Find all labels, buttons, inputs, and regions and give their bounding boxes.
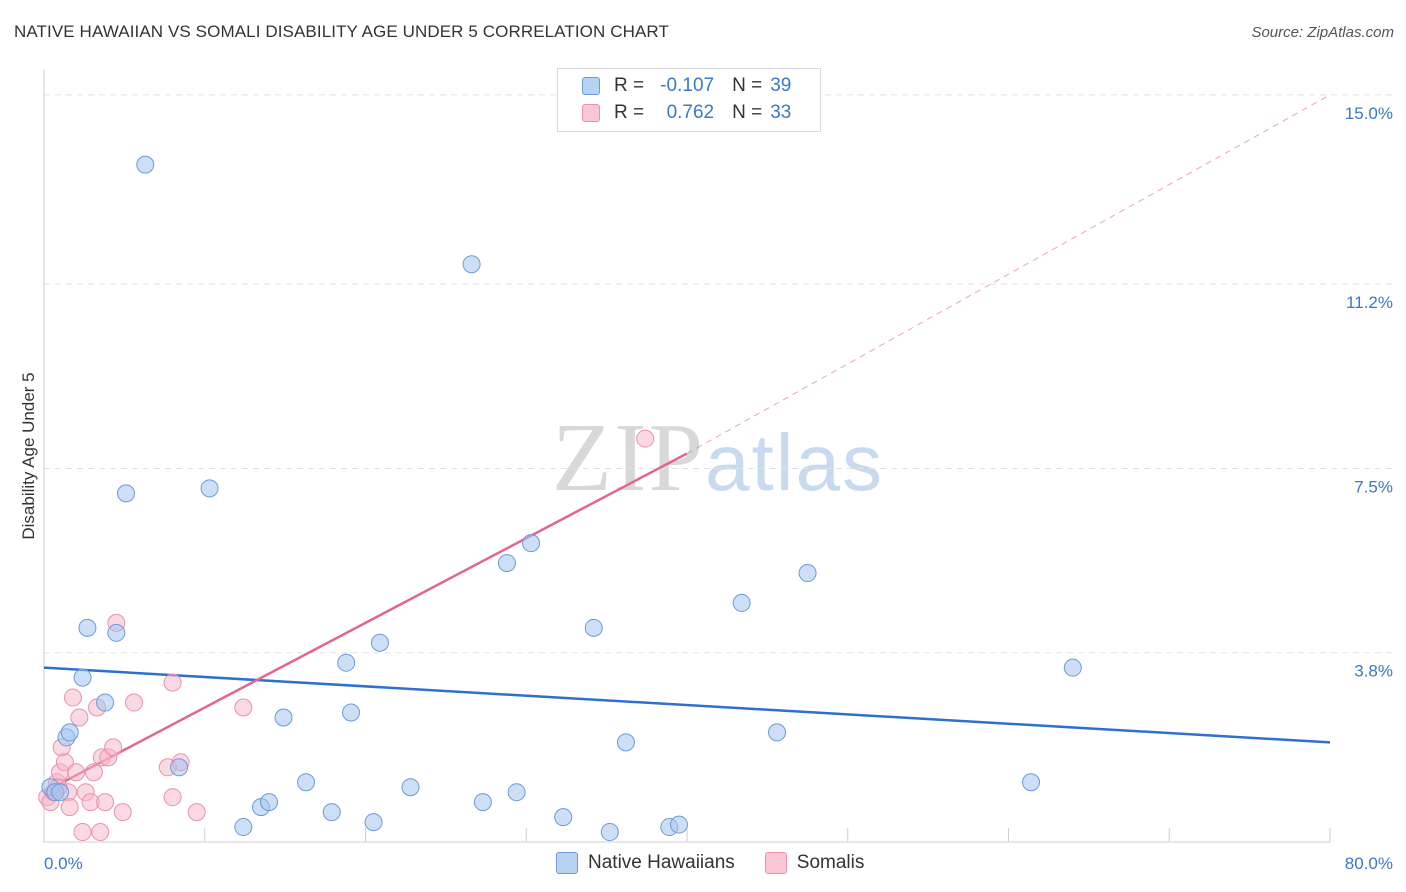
native-hawaiian-point bbox=[116, 484, 135, 503]
series-legend: Native Hawaiians Somalis bbox=[556, 852, 894, 874]
somali-point bbox=[55, 753, 74, 772]
legend-r-label: R = bbox=[614, 102, 645, 123]
native-hawaiian-point bbox=[462, 255, 481, 274]
native-hawaiian-point bbox=[473, 793, 492, 812]
native-hawaiian-point bbox=[1022, 773, 1041, 792]
somali-trend-line bbox=[43, 452, 688, 794]
native-hawaiian-point bbox=[274, 708, 293, 727]
legend-swatch-blue bbox=[582, 77, 600, 95]
native-hawaiian-point bbox=[364, 813, 383, 832]
legend-row-native-hawaiians: R = -0.107 N = 39 bbox=[582, 74, 791, 98]
legend-n-label: N = bbox=[732, 102, 763, 123]
series-swatch-pink bbox=[764, 852, 787, 874]
chart-title: NATIVE HAWAIIAN VS SOMALI DISABILITY AGE… bbox=[14, 22, 669, 41]
somali-point bbox=[163, 788, 182, 807]
native-hawaiian-point bbox=[260, 793, 279, 812]
somali-point bbox=[113, 803, 132, 822]
y-tick-label: 11.2% bbox=[1346, 293, 1393, 312]
grid-lines bbox=[44, 94, 1392, 654]
axes bbox=[43, 70, 1331, 843]
legend-n-label: N = bbox=[732, 75, 763, 96]
native-hawaiian-point bbox=[107, 623, 126, 642]
native-hawaiian-point bbox=[60, 723, 79, 742]
legend-swatch-pink bbox=[582, 104, 600, 122]
native-hawaiian-point bbox=[170, 758, 189, 777]
y-tick-label: 3.8% bbox=[1354, 662, 1393, 681]
native-hawaiian-point bbox=[401, 778, 420, 797]
series-legend-label: Native Hawaiians bbox=[588, 852, 735, 873]
legend-row-somalis: R = 0.762 N = 33 bbox=[582, 101, 791, 125]
somali-point bbox=[63, 688, 82, 707]
data-points bbox=[38, 155, 1082, 842]
somali-point bbox=[70, 708, 89, 727]
native-hawaiian-point bbox=[73, 668, 92, 687]
native-hawaiian-point bbox=[497, 554, 516, 573]
somali-point bbox=[73, 823, 92, 842]
native-hawaiian-point bbox=[768, 723, 787, 742]
native-hawaiian-point bbox=[322, 803, 341, 822]
native-hawaiian-point bbox=[200, 479, 219, 498]
tick-labels: 3.8% 7.5% 11.2% 15.0% 0.0% 80.0% Disability Ag… bbox=[19, 104, 1393, 873]
x-tick-label: 80.0% bbox=[1345, 854, 1393, 873]
somali-point bbox=[125, 693, 144, 712]
somali-point bbox=[187, 803, 206, 822]
y-axis-title: Disability Age Under 5 bbox=[19, 372, 38, 539]
somali-point bbox=[67, 763, 86, 782]
native-hawaiian-point bbox=[78, 618, 97, 637]
legend-r-value: -0.107 bbox=[660, 75, 715, 96]
somali-point bbox=[234, 698, 253, 717]
native-hawaiian-point bbox=[96, 693, 115, 712]
y-tick-label: 15.0% bbox=[1345, 104, 1393, 123]
series-swatch-blue bbox=[556, 852, 578, 874]
native-hawaiian-point bbox=[732, 593, 751, 612]
somali-point bbox=[104, 738, 123, 757]
native-hawaiian-point bbox=[554, 808, 573, 827]
native-hawaiian-point bbox=[669, 815, 688, 834]
native-hawaiian-point bbox=[1063, 658, 1082, 677]
native-hawaiian-point bbox=[51, 783, 70, 802]
native-hawaiian-point bbox=[600, 823, 619, 842]
legend-r-label: R = bbox=[614, 75, 645, 96]
somali-point bbox=[91, 823, 110, 842]
watermark-atlas: atlas bbox=[705, 418, 884, 507]
native-hawaiian-point bbox=[297, 773, 316, 792]
somali-point bbox=[60, 798, 79, 817]
series-legend-label: Somalis bbox=[796, 852, 865, 873]
legend-n-value: 33 bbox=[770, 102, 792, 123]
native-hawaiian-point bbox=[337, 653, 356, 672]
somali-point bbox=[84, 763, 103, 782]
series-legend-native-hawaiians[interactable]: Native Hawaiians bbox=[556, 852, 735, 874]
native-hawaiian-point bbox=[616, 733, 635, 752]
somali-trend-extension bbox=[686, 94, 1331, 454]
native-hawaiian-point bbox=[342, 703, 361, 722]
native-hawaiian-point bbox=[234, 818, 253, 837]
trend-lines bbox=[43, 94, 1331, 794]
x-tick-label: 0.0% bbox=[44, 854, 83, 873]
native-hawaiian-point bbox=[584, 618, 603, 637]
native-hawaiian-point bbox=[522, 534, 541, 553]
native-hawaiian-point bbox=[136, 155, 155, 174]
somali-point bbox=[636, 429, 655, 448]
native-hawaiian-point bbox=[798, 564, 817, 583]
somali-point bbox=[96, 793, 115, 812]
legend-n-value: 39 bbox=[770, 75, 792, 96]
somali-point bbox=[163, 673, 182, 692]
y-tick-label: 7.5% bbox=[1354, 477, 1393, 496]
native-hawaiian-point bbox=[370, 633, 389, 652]
series-legend-somalis[interactable]: Somalis bbox=[764, 852, 865, 874]
legend-r-value: 0.762 bbox=[666, 102, 715, 123]
correlation-legend: R = -0.107 N = 39 R = 0.762 N = 33 bbox=[557, 68, 821, 132]
native-hawaiian-point bbox=[507, 783, 526, 802]
source-label: Source: ZipAtlas.com bbox=[1251, 24, 1394, 41]
watermark: ZIPatlas bbox=[552, 400, 884, 514]
